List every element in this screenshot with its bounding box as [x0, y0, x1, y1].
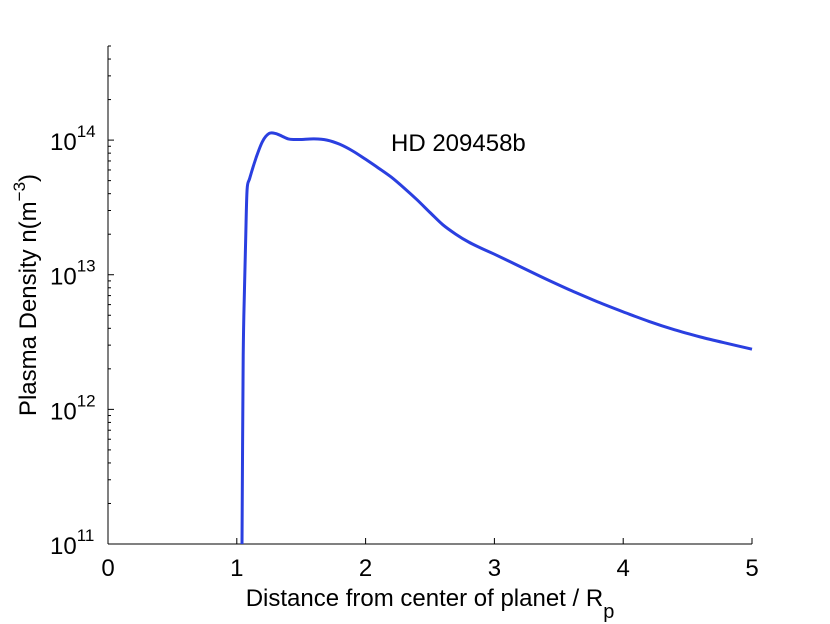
x-tick-label: 1 [230, 555, 243, 582]
x-axis-label: Distance from center of planet / Rp [246, 585, 615, 623]
axes [107, 45, 752, 545]
x-tick-label: 5 [745, 555, 758, 582]
x-tick-label: 4 [617, 555, 630, 582]
y-tick-label: 1011 [50, 526, 94, 560]
y-tick-label: 1014 [50, 122, 96, 156]
y-ticks: 1011 1012 1013 1014 [50, 122, 114, 560]
y-tick-label: 1013 [50, 257, 96, 291]
annotation-label: HD 209458b [391, 130, 526, 157]
x-tick-label: 0 [101, 555, 114, 582]
density-line [240, 131, 753, 545]
y-tick-label: 1012 [50, 391, 96, 425]
x-ticks: 0 1 2 3 4 5 [101, 538, 759, 582]
y-axis-label: Plasma Density n(m−3) [10, 174, 42, 416]
x-tick-label: 2 [359, 555, 372, 582]
series-group [240, 131, 753, 545]
x-tick-label: 3 [488, 555, 501, 582]
